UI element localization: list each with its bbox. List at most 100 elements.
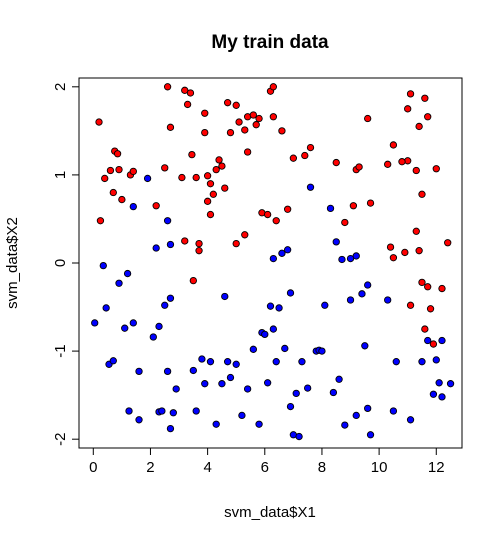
data-point (335, 375, 343, 383)
data-point (249, 111, 258, 119)
data-point (289, 154, 298, 162)
data-point (429, 340, 438, 348)
data-point (352, 411, 360, 420)
data-point (129, 319, 137, 327)
data-point (212, 165, 220, 174)
data-point (212, 420, 220, 428)
data-point (243, 385, 252, 393)
data-point (181, 237, 189, 245)
data-point (321, 301, 329, 309)
data-point (172, 385, 180, 393)
data-point (186, 89, 195, 97)
chart-title: My train data (211, 32, 329, 53)
y-tick-label: -1 (52, 344, 69, 357)
data-point (218, 162, 226, 170)
x-tick-label: 2 (146, 459, 154, 476)
data-point (118, 195, 126, 204)
data-point (421, 325, 429, 333)
data-point (161, 164, 169, 172)
data-point (306, 183, 315, 191)
data-point (269, 83, 278, 91)
data-point (206, 358, 215, 366)
data-point (209, 190, 217, 198)
x-tick-label: 8 (318, 459, 326, 476)
data-point (152, 202, 160, 210)
data-point (444, 239, 452, 247)
data-point (415, 247, 423, 255)
data-point (415, 122, 423, 131)
data-point (429, 390, 438, 398)
data-point (96, 217, 105, 225)
x-tick-label: 6 (261, 459, 269, 476)
data-point (149, 333, 157, 341)
data-point (332, 238, 340, 246)
x-tick-label: 0 (89, 459, 97, 476)
data-point (298, 358, 306, 366)
data-point (203, 172, 212, 180)
data-point (364, 404, 372, 413)
data-point (426, 305, 435, 313)
y-axis: -2 -1 0 1 2 (52, 83, 80, 446)
data-point (412, 166, 420, 175)
data-point (275, 304, 283, 312)
data-point (125, 407, 133, 415)
data-point (281, 344, 289, 353)
data-point (95, 118, 103, 126)
data-point (226, 373, 235, 382)
data-point (121, 324, 129, 332)
data-point (346, 254, 355, 263)
data-point (386, 243, 395, 251)
data-point (198, 355, 206, 363)
data-point (392, 358, 400, 366)
data-point (163, 217, 172, 225)
data-point (166, 294, 175, 302)
data-point (102, 304, 110, 312)
data-point (201, 109, 209, 117)
data-point (329, 388, 338, 397)
data-point (143, 174, 152, 183)
data-point (255, 420, 263, 428)
data-point (341, 218, 349, 227)
data-point (183, 100, 192, 109)
data-point (223, 358, 232, 366)
data-point (438, 336, 446, 345)
data-point (432, 165, 440, 173)
data-point (446, 380, 455, 388)
data-point (215, 156, 223, 164)
data-point (135, 367, 143, 376)
data-point (406, 301, 415, 309)
plot-frame (78, 77, 463, 449)
data-point (192, 407, 200, 415)
data-point (232, 360, 240, 368)
data-point (283, 246, 292, 254)
data-point (406, 416, 415, 424)
data-point (221, 184, 229, 192)
data-point (91, 319, 99, 327)
data-point (424, 283, 432, 291)
data-point (169, 409, 177, 417)
data-point (249, 345, 258, 353)
data-point (364, 281, 372, 289)
data-point (435, 379, 443, 387)
data-point (421, 94, 429, 102)
data-point (166, 424, 175, 433)
data-point (201, 380, 209, 388)
x-tick-label: 10 (371, 459, 388, 476)
data-point (155, 322, 163, 331)
data-point (398, 158, 406, 166)
data-point (341, 421, 349, 429)
x-tick-label: 12 (428, 459, 445, 476)
data-point (272, 217, 280, 225)
data-point (406, 90, 415, 98)
data-point (358, 290, 366, 298)
data-point (318, 347, 326, 355)
data-point (129, 202, 137, 211)
data-point (438, 284, 446, 293)
data-point (243, 148, 252, 156)
data-point (223, 99, 232, 107)
data-point (338, 255, 346, 264)
data-point (115, 279, 123, 287)
data-point (101, 174, 109, 183)
data-point (113, 150, 122, 158)
